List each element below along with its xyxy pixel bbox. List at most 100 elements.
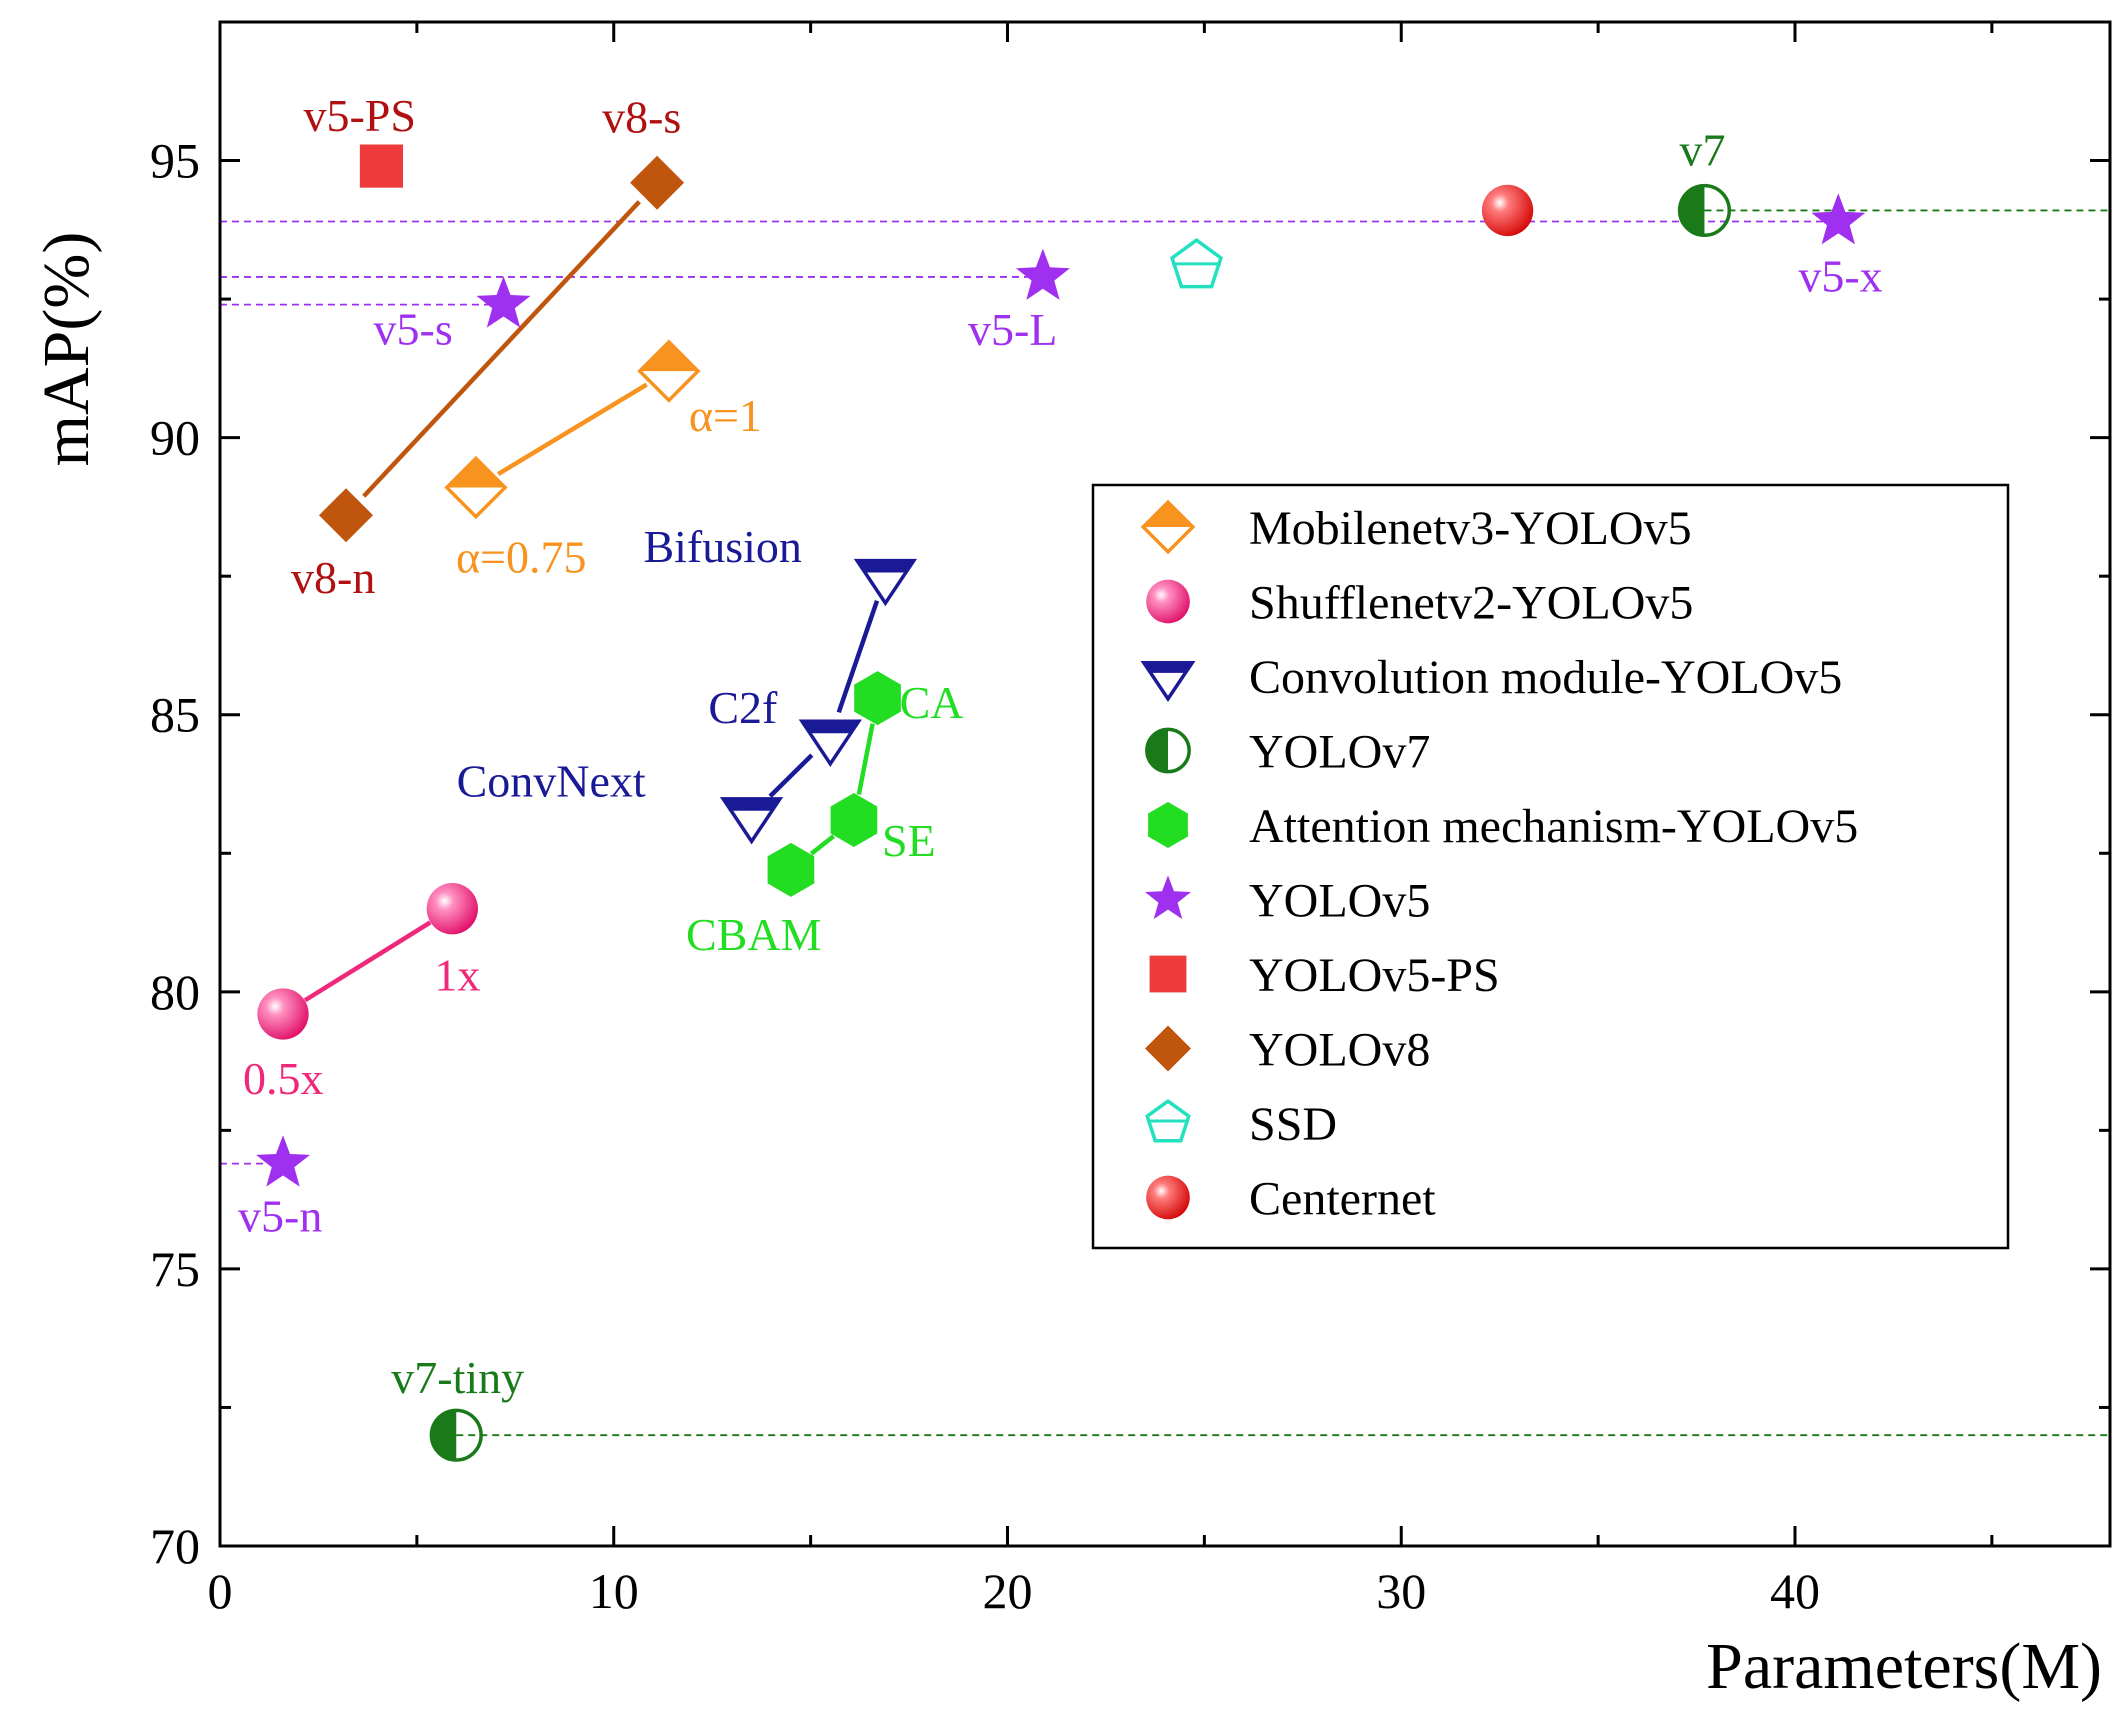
legend-marker-yolov7 bbox=[1145, 727, 1191, 774]
legend-label: SSD bbox=[1249, 1098, 1337, 1151]
marker-outline bbox=[1677, 183, 1732, 238]
point-label-v5-n: v5-n bbox=[238, 1191, 322, 1242]
point-label-v5-l: v5-L bbox=[968, 304, 1057, 355]
legend-marker-yolov8 bbox=[1145, 1025, 1191, 1072]
legend-box bbox=[1091, 483, 2010, 1250]
marker-outline bbox=[1145, 727, 1191, 774]
legend-item-shufflenetv2-yolov5: Shufflenetv2-YOLOv5 bbox=[1146, 577, 1693, 630]
marker-yolov5 bbox=[256, 1135, 310, 1187]
legend-label: YOLOv7 bbox=[1249, 726, 1430, 779]
marker-yolov5 bbox=[1016, 248, 1070, 300]
point-label-v5-s: v5-s bbox=[374, 304, 453, 355]
connector-mobilenetv3-yolov5 bbox=[497, 382, 648, 477]
point-label-bifusion: Bifusion bbox=[643, 521, 801, 572]
marker-fill bbox=[1811, 193, 1866, 245]
marker-fill bbox=[1481, 184, 1534, 237]
legend-label: Convolution module-YOLOv5 bbox=[1249, 651, 1842, 704]
x-tick-label: 30 bbox=[1376, 1563, 1426, 1619]
legend-marker-mobilenetv3-yolov5 bbox=[1140, 499, 1196, 555]
marker-fill bbox=[1146, 729, 1168, 772]
marker-fill bbox=[802, 721, 859, 734]
x-axis-title: Parameters(M) bbox=[1706, 1630, 2102, 1703]
point-label-1: α=1 bbox=[689, 390, 762, 441]
legend-item-convolution-module-yolov5: Convolution module-YOLOv5 bbox=[1140, 651, 1842, 704]
marker-fill bbox=[1146, 1175, 1190, 1220]
marker-fill bbox=[431, 1410, 457, 1461]
connector-shufflenetv2-yolov5 bbox=[303, 920, 432, 1003]
marker-fill bbox=[1016, 248, 1070, 300]
legend-label: YOLOv5 bbox=[1249, 875, 1430, 928]
point-label-v7: v7 bbox=[1679, 124, 1725, 175]
legend-label: YOLOv8 bbox=[1249, 1024, 1430, 1077]
series-connectors bbox=[303, 200, 880, 1003]
marker-mobilenetv3-yolov5 bbox=[444, 455, 508, 520]
marker-fill bbox=[857, 560, 914, 573]
legend-marker-shufflenetv2-yolov5 bbox=[1146, 579, 1190, 624]
marker-fill bbox=[256, 1135, 310, 1187]
plot-frame bbox=[218, 20, 2112, 1548]
point-label-v5-x: v5-x bbox=[1798, 251, 1882, 302]
marker-yolov7 bbox=[1677, 183, 1732, 238]
marker-attention-mechanism-yolov5 bbox=[854, 671, 901, 726]
marker-outline bbox=[798, 719, 862, 767]
data-markers bbox=[256, 144, 1866, 1462]
point-label-v8-s: v8-s bbox=[602, 92, 681, 143]
y-tick-label: 95 bbox=[150, 133, 200, 189]
marker-fill bbox=[767, 842, 815, 897]
y-tick-label: 80 bbox=[150, 964, 200, 1020]
legend: Mobilenetv3-YOLOv5 Shufflenetv2-YOLOv5 Con… bbox=[1091, 483, 2010, 1250]
marker-fill bbox=[723, 798, 780, 811]
legend-item-yolov7: YOLOv7 bbox=[1145, 726, 1430, 779]
marker-attention-mechanism-yolov5 bbox=[767, 842, 815, 897]
axes: 0 10 20 30 40 70 75 80 85 90 95 bbox=[150, 20, 2112, 1619]
marker-outline bbox=[444, 455, 508, 520]
marker-yolov8 bbox=[319, 488, 373, 543]
connector-yolov8 bbox=[362, 200, 641, 498]
marker-yolov5 bbox=[1811, 193, 1866, 245]
marker-fill bbox=[1143, 502, 1193, 527]
marker-fill bbox=[830, 793, 878, 847]
marker-outline bbox=[429, 1408, 483, 1462]
marker-yolov8 bbox=[630, 155, 685, 210]
marker-fill bbox=[1679, 185, 1705, 236]
marker-convolution-module-yolov5 bbox=[719, 797, 784, 845]
legend-item-attention-mechanism-yolov5: Attention mechanism-YOLOv5 bbox=[1148, 800, 1858, 853]
marker-fill bbox=[639, 342, 698, 372]
legend-item-yolov5: YOLOv5 bbox=[1145, 875, 1430, 928]
marker-yolov5-ps bbox=[359, 144, 404, 188]
point-label-0-75: α=0.75 bbox=[456, 532, 587, 583]
legend-label: YOLOv5-PS bbox=[1249, 949, 1500, 1002]
legend-marker-centernet bbox=[1146, 1175, 1190, 1220]
marker-convolution-module-yolov5 bbox=[853, 558, 918, 607]
marker-fill bbox=[1148, 802, 1188, 848]
y-tick-label: 75 bbox=[150, 1241, 200, 1297]
marker-fill bbox=[476, 276, 531, 328]
x-tick-label: 0 bbox=[208, 1563, 233, 1619]
connector-attention-mechanism-yolov5 bbox=[856, 723, 875, 795]
legend-marker-yolov5 bbox=[1145, 875, 1191, 919]
point-label-v7-tiny: v7-tiny bbox=[391, 1352, 524, 1403]
marker-fill bbox=[1143, 662, 1193, 673]
point-label-ca: CA bbox=[900, 677, 964, 728]
x-tick-label: 10 bbox=[589, 1563, 639, 1619]
marker-fill bbox=[630, 155, 685, 210]
point-label-0-5x: 0.5x bbox=[243, 1053, 324, 1104]
marker-outline bbox=[1140, 499, 1196, 555]
marker-ssd bbox=[1170, 238, 1223, 289]
point-label-c2f: C2f bbox=[708, 682, 778, 733]
point-label-convnext: ConvNext bbox=[457, 755, 646, 806]
marker-fill bbox=[1146, 579, 1190, 624]
marker-fill bbox=[1145, 875, 1191, 919]
legend-marker-attention-mechanism-yolov5 bbox=[1148, 802, 1188, 848]
legend-item-mobilenetv3-yolov5: Mobilenetv3-YOLOv5 bbox=[1140, 499, 1692, 555]
legend-item-yolov5-ps: YOLOv5-PS bbox=[1149, 949, 1500, 1002]
marker-centernet bbox=[1481, 184, 1534, 237]
point-labels: α=0.75 α=1 0.5x 1x ConvNext C2f Bifusion v7-tin… bbox=[238, 90, 1883, 1403]
y-tick-label: 70 bbox=[150, 1518, 200, 1574]
legend-label: Attention mechanism-YOLOv5 bbox=[1249, 800, 1858, 853]
point-label-1x: 1x bbox=[434, 950, 480, 1001]
connector-attention-mechanism-yolov5 bbox=[809, 834, 835, 856]
y-axis-title: mAP(%) bbox=[30, 232, 103, 467]
marker-yolov7 bbox=[429, 1408, 483, 1462]
legend-item-ssd: SSD bbox=[1145, 1098, 1337, 1151]
